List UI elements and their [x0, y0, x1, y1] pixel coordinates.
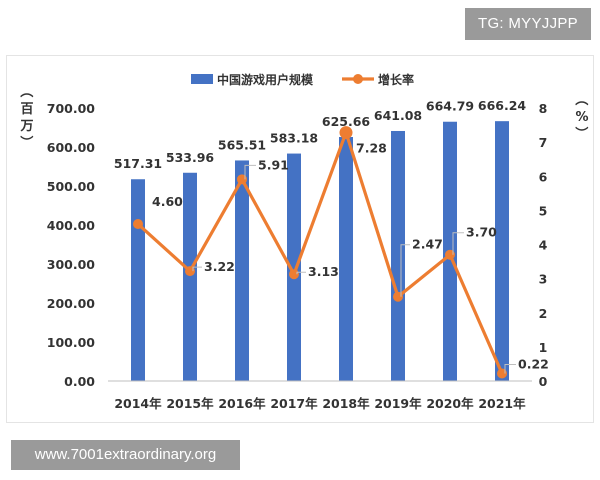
y-right-tick-8: 8 [539, 101, 548, 116]
bar-5 [391, 130, 405, 381]
y-left-tick-5: 500.00 [47, 179, 96, 194]
y-left-axis-title-char-0: （ [18, 84, 34, 97]
growth-rate-point-4 [339, 126, 353, 140]
y-right-axis-title-char-2: ） [573, 126, 589, 139]
y-left-tick-3: 300.00 [47, 257, 96, 272]
growth-label-leader-3 [296, 271, 306, 275]
y-right-axis-title-char-1: % [575, 110, 588, 125]
legend-bar-swatch [191, 74, 213, 84]
legend-bar-label: 中国游戏用户规模 [217, 72, 314, 87]
y-left-axis-title-char-1: 百 [20, 102, 33, 117]
x-tick-label-6: 2020年 [426, 396, 474, 411]
bar-value-label-7: 666.24 [478, 98, 527, 113]
y-right-tick-3: 3 [539, 272, 548, 287]
bar-3 [287, 153, 301, 381]
y-left-tick-0: 0.00 [64, 374, 95, 389]
growth-value-label-0: 4.60 [152, 194, 183, 209]
y-right-tick-6: 6 [539, 169, 548, 184]
bar-value-label-0: 517.31 [114, 156, 162, 171]
x-tick-label-3: 2017年 [270, 396, 318, 411]
legend-line-marker [353, 74, 363, 84]
growth-label-leader-2 [244, 164, 256, 180]
y-left-tick-6: 600.00 [47, 140, 96, 155]
y-right-tick-4: 4 [539, 238, 548, 253]
x-tick-label-2: 2016年 [218, 396, 266, 411]
url-watermark-badge: www.7001extraordinary.org [11, 440, 240, 470]
y-right-tick-1: 1 [539, 340, 548, 355]
growth-value-label-7: 0.22 [518, 356, 549, 371]
chart-frame [6, 55, 594, 423]
y-right-axis-title-char-0: （ [573, 92, 589, 105]
y-left-tick-4: 400.00 [47, 218, 96, 233]
growth-value-label-1: 3.22 [204, 259, 235, 274]
y-left-axis-title-char-2: 万 [19, 119, 33, 134]
bar-value-label-5: 641.08 [374, 108, 422, 123]
y-right-tick-5: 5 [539, 203, 548, 218]
legend: 中国游戏用户规模 增长率 [191, 72, 414, 87]
y-right-tick-2: 2 [539, 306, 548, 321]
bar-0 [131, 179, 145, 381]
tg-watermark-badge: TG: MYYJJPP [465, 8, 591, 40]
axes-group: 2014年 2015年 2016年 2017年 2018年 2019年 2020年 2021年… [18, 84, 589, 411]
growth-label-leader-1 [192, 266, 202, 272]
growth-value-label-3: 3.13 [308, 264, 339, 279]
y-right-tick-0: 0 [539, 374, 548, 389]
y-left-tick-1: 100.00 [47, 335, 96, 350]
bar-2 [235, 160, 249, 381]
y-left-tick-2: 200.00 [47, 296, 96, 311]
bar-value-label-4: 625.66 [322, 114, 371, 129]
growth-value-label-5: 2.47 [412, 237, 443, 252]
line-series-group: 4.60 3.22 5.91 3.13 7.28 2.47 3.70 0.22 [133, 126, 549, 379]
growth-value-label-4: 7.28 [356, 141, 387, 156]
bar-value-label-6: 664.79 [426, 99, 474, 114]
x-tick-label-7: 2021年 [478, 396, 526, 411]
growth-label-leader-6 [452, 232, 464, 255]
y-right-tick-7: 7 [539, 135, 548, 150]
growth-rate-point-0 [133, 219, 143, 230]
x-tick-label-5: 2019年 [374, 396, 422, 411]
bar-value-label-2: 565.51 [218, 137, 266, 152]
legend-line-label: 增长率 [378, 72, 414, 87]
bar-1 [183, 172, 197, 381]
x-tick-label-0: 2014年 [114, 396, 162, 411]
bar-4 [339, 136, 353, 381]
growth-value-label-2: 5.91 [258, 157, 289, 172]
y-left-axis-title-char-3: ） [18, 135, 34, 148]
bar-7 [495, 121, 509, 382]
x-tick-label-4: 2018年 [322, 396, 370, 411]
bar-value-label-1: 533.96 [166, 150, 215, 165]
growth-label-leader-7 [504, 363, 516, 374]
x-tick-label-1: 2015年 [166, 396, 214, 411]
bar-value-label-3: 583.18 [270, 131, 318, 146]
y-left-tick-7: 700.00 [47, 101, 96, 116]
growth-value-label-6: 3.70 [466, 225, 497, 240]
growth-label-leader-5 [400, 244, 410, 297]
growth-rate-line [136, 130, 504, 375]
